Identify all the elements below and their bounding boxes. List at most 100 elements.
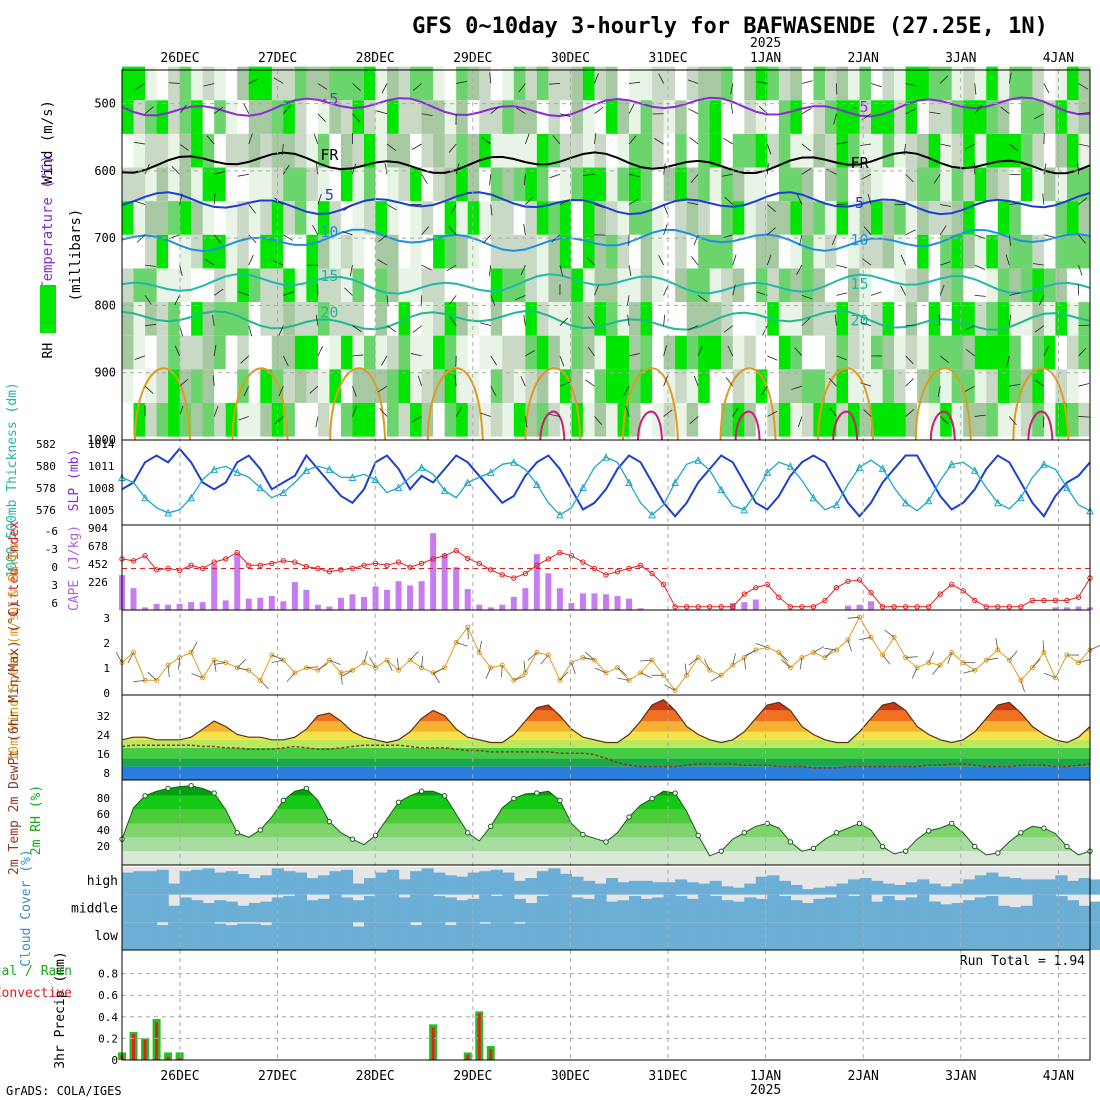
cloud-cell bbox=[352, 900, 365, 923]
rh-shade-cell bbox=[479, 268, 492, 303]
lifted-index-point bbox=[845, 578, 851, 584]
rh-shade-cell bbox=[156, 335, 169, 370]
cloud-cell bbox=[525, 922, 538, 950]
rh-shade-cell bbox=[548, 335, 561, 370]
wind-barb bbox=[134, 200, 146, 205]
rh-shade-cell bbox=[294, 201, 307, 235]
lifted-index-point bbox=[338, 567, 344, 573]
rh-shade-cell bbox=[997, 167, 1010, 202]
wind-barb bbox=[144, 295, 152, 305]
cloud-cell bbox=[594, 883, 607, 895]
wind-barb bbox=[663, 163, 666, 175]
rh-shade-cell bbox=[387, 268, 400, 303]
rh-shade-cell bbox=[813, 201, 826, 235]
wind-barb-10m bbox=[824, 648, 834, 658]
rh-shade-cell bbox=[790, 335, 803, 370]
wind-barb-10m bbox=[329, 659, 341, 666]
thickness-point bbox=[994, 498, 1002, 507]
rh-shade-cell bbox=[387, 234, 400, 269]
rh-shade-cell bbox=[652, 268, 665, 303]
hot-contour bbox=[734, 410, 761, 441]
rh-shade-cell bbox=[709, 167, 722, 202]
cloud-cell bbox=[951, 922, 964, 950]
rh-shade-cell bbox=[317, 369, 330, 403]
wind-barb bbox=[587, 346, 595, 357]
lifted-index-point bbox=[234, 549, 240, 556]
cloud-cell bbox=[467, 922, 480, 950]
rh-shade-cell bbox=[513, 369, 526, 403]
rh-shade-cell bbox=[686, 302, 699, 336]
hot-contour bbox=[929, 410, 956, 441]
rh-shade-cell bbox=[801, 167, 814, 202]
rh-shade-cell bbox=[755, 133, 768, 168]
rh-shade-cell bbox=[755, 234, 768, 269]
lifted-index-point bbox=[718, 604, 724, 610]
rh-shade-cell bbox=[444, 335, 457, 370]
cloud-cell bbox=[133, 894, 146, 923]
rh-shade-cell bbox=[1009, 133, 1022, 168]
rh-shade-cell bbox=[1055, 268, 1068, 303]
thickness-point bbox=[440, 486, 449, 495]
rh-shade-cell bbox=[617, 167, 630, 202]
rh-shade-cell bbox=[156, 403, 169, 437]
rh-shade-cell bbox=[778, 234, 791, 269]
rh-shade-cell bbox=[928, 268, 941, 303]
rh-shade-cell bbox=[997, 369, 1010, 403]
rh-shade-cell bbox=[340, 167, 353, 202]
rh-shade-cell bbox=[1009, 369, 1022, 403]
wind-barb bbox=[1009, 383, 1021, 387]
cloud-cell bbox=[859, 922, 872, 950]
wind-barb bbox=[697, 345, 703, 357]
wind-speed-point bbox=[407, 657, 413, 663]
wind-barb bbox=[658, 255, 664, 266]
cloud-cell bbox=[894, 900, 907, 923]
rh-shade-cell bbox=[871, 403, 884, 437]
cloud-cell bbox=[191, 922, 204, 950]
lifted-index-point bbox=[603, 572, 609, 578]
thickness-point bbox=[256, 483, 265, 492]
cape-tick-label: 452 bbox=[88, 558, 108, 571]
cloud-cell bbox=[225, 871, 238, 895]
rh-shade-cell bbox=[513, 100, 526, 134]
thickness-point bbox=[302, 466, 311, 474]
wind-barb bbox=[523, 223, 526, 235]
wind-barb bbox=[1078, 83, 1089, 90]
rh-shade-cell bbox=[594, 234, 607, 269]
rh-shade-cell bbox=[997, 403, 1010, 437]
wind-barb bbox=[801, 317, 811, 326]
wind-side-label: Wind (m/s) bbox=[40, 100, 56, 184]
rh-shade-cell bbox=[675, 100, 688, 134]
cape-bar bbox=[545, 573, 552, 610]
rh-shade-cell bbox=[410, 369, 423, 403]
rh-shade-cell bbox=[340, 403, 353, 437]
rh-shade-cell bbox=[525, 66, 538, 101]
rh-shade-cell bbox=[283, 234, 296, 269]
rh-shade-cell bbox=[905, 100, 918, 134]
rh-shade-cell bbox=[536, 403, 549, 437]
cloud-cell bbox=[744, 922, 757, 950]
rh-shade-cell bbox=[836, 201, 849, 235]
rh-shade-cell bbox=[882, 167, 895, 202]
rh-shade-cell bbox=[801, 335, 814, 370]
rh-shade-cell bbox=[582, 167, 595, 202]
rh-shade-cell bbox=[1066, 369, 1079, 403]
slp-tick-label: 1014 bbox=[88, 438, 115, 451]
wind-speed-point bbox=[914, 665, 920, 671]
cape-bar bbox=[303, 589, 310, 610]
rh-shade-cell bbox=[790, 403, 803, 437]
rh-shade-cell bbox=[721, 369, 734, 403]
rh-shade-cell bbox=[974, 302, 987, 336]
rh-shade-cell bbox=[410, 133, 423, 168]
cloud-cell bbox=[1090, 922, 1100, 950]
rh-shade-cell bbox=[652, 302, 665, 336]
wind-barb-10m bbox=[986, 657, 999, 661]
rh-shade-cell bbox=[617, 201, 630, 235]
rh-shade-cell bbox=[191, 302, 204, 336]
wind-speed-point bbox=[534, 650, 540, 655]
wind-barb bbox=[214, 170, 225, 175]
wind-barb bbox=[974, 294, 986, 297]
cloud-cell bbox=[755, 876, 768, 895]
wind-barb bbox=[312, 225, 319, 236]
rh-shade-cell bbox=[1043, 234, 1056, 269]
wind-barb bbox=[386, 325, 397, 333]
